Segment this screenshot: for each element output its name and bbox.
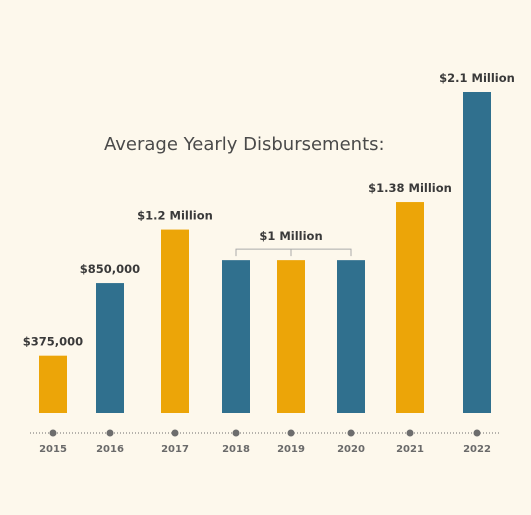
group-value-label: $1 Million [259,229,322,243]
axis-dot-2018 [232,429,240,437]
bar-2015 [39,355,67,413]
value-label-2015: $375,000 [23,335,83,349]
value-label-2017: $1.2 Million [137,209,213,223]
axis-dot-2016 [106,429,114,437]
bars-layer [39,92,491,413]
value-label-2016: $850,000 [80,262,140,276]
x-tick-label-2022: 2022 [463,444,491,455]
value-labels-layer: $375,000 $850,000 $1.2 Million $1.38 Millio… [23,71,515,349]
x-tick-label-2021: 2021 [396,444,424,455]
x-axis: 2015 2016 2017 2018 2019 2020 2021 2022 [30,429,500,455]
bar-2018 [222,260,250,413]
x-tick-label-2020: 2020 [337,444,365,455]
axis-dot-2017 [171,429,179,437]
axis-dot-2015 [49,429,57,437]
bar-2017 [161,229,189,413]
bar-2021 [396,202,424,413]
value-label-2021: $1.38 Million [368,181,452,195]
x-tick-label-2018: 2018 [222,444,250,455]
axis-dot-2021 [406,429,414,437]
axis-dot-2020 [347,429,355,437]
group-bracket: $1 Million [235,229,352,257]
axis-dot-2022 [473,429,481,437]
x-tick-label-2015: 2015 [39,444,67,455]
bar-2019 [277,260,305,413]
value-label-2022: $2.1 Million [439,71,515,85]
x-tick-label-2019: 2019 [277,444,305,455]
bar-2022 [463,92,491,413]
axis-dot-2019 [287,429,295,437]
bracket-line [235,248,352,257]
x-tick-label-2017: 2017 [161,444,189,455]
bar-2020 [337,260,365,413]
chart-title: Average Yearly Disbursements: [104,134,385,155]
bar-2016 [96,283,124,413]
x-tick-label-2016: 2016 [96,444,124,455]
